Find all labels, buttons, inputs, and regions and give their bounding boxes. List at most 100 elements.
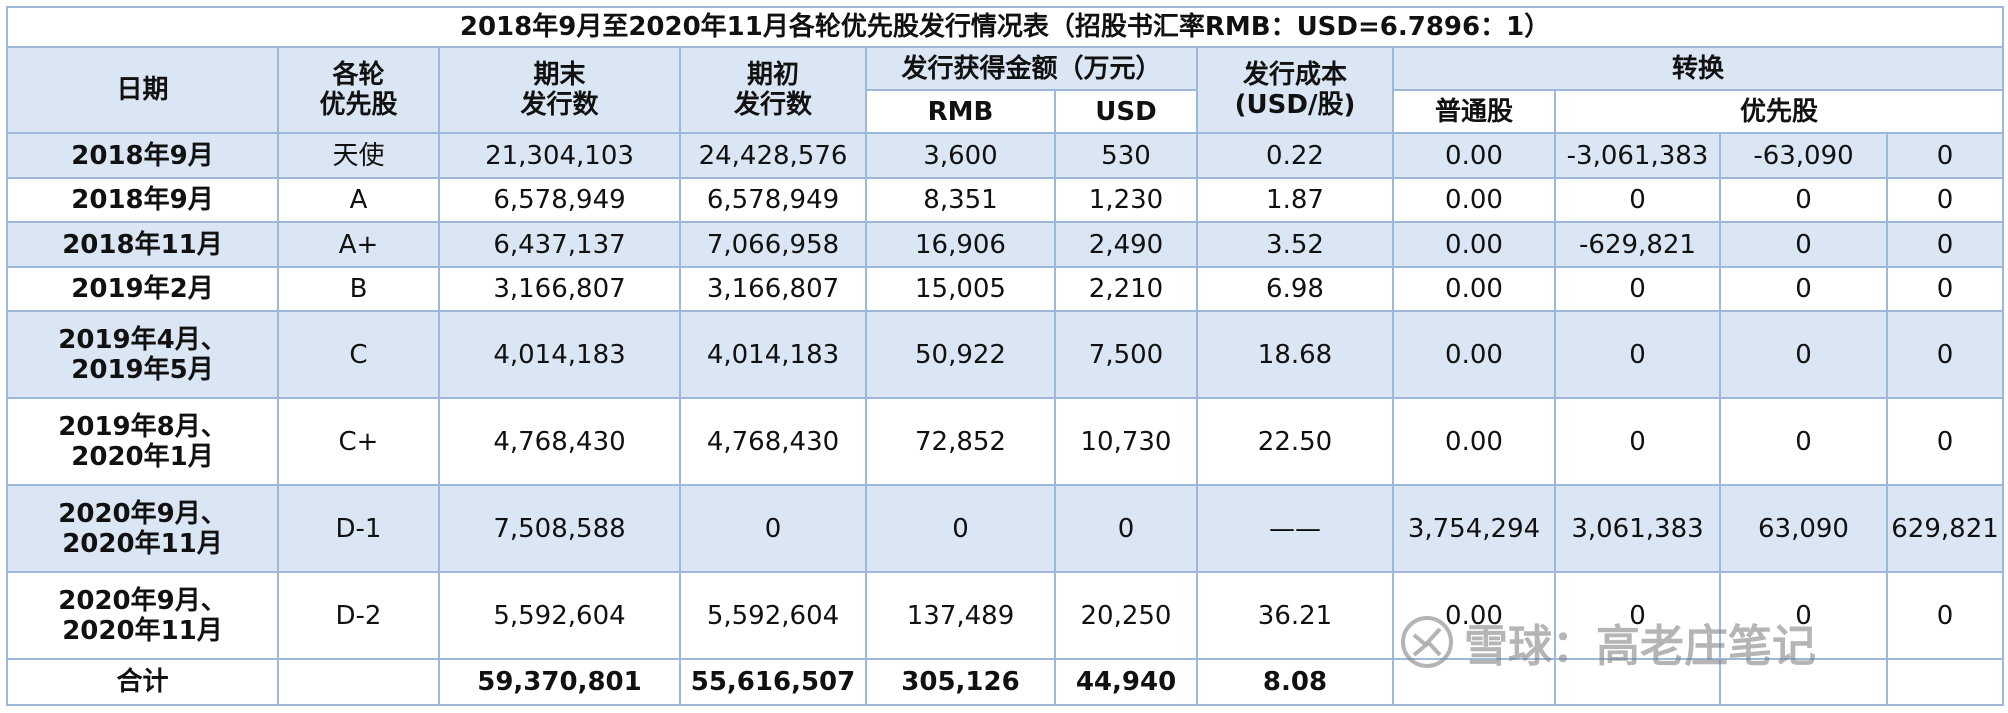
cell-preferred-3: 0 xyxy=(1885,397,2005,487)
cell-common: 3,754,294 xyxy=(1392,484,1556,574)
header-conversion: 转换 xyxy=(1391,46,2005,91)
cell-begin-shares: 24,428,576 xyxy=(679,132,867,179)
cell-rmb: 8,351 xyxy=(865,176,1056,224)
header-proceeds: 发行获得金额（万元） xyxy=(865,46,1198,91)
cell-usd: 7,500 xyxy=(1054,310,1198,400)
cell-begin-shares: 0 xyxy=(679,484,867,574)
cell-begin-shares: 4,768,430 xyxy=(679,397,867,487)
header-cost: 发行成本 (USD/股) xyxy=(1196,46,1394,135)
cell-preferred-2: 0 xyxy=(1719,265,1888,313)
cell-preferred-3: 0 xyxy=(1885,221,2005,268)
table-row: 2020年9月、 2020年11月 D-2 5,592,604 5,592,60… xyxy=(6,571,2005,661)
cell-usd: 530 xyxy=(1054,132,1198,179)
cell-end-shares: 4,014,183 xyxy=(438,310,681,400)
header-common: 普通股 xyxy=(1392,88,1556,135)
cell-preferred-3: 629,821 xyxy=(1885,484,2005,574)
cell-rmb: 16,906 xyxy=(865,221,1056,268)
cell-preferred-3: 0 xyxy=(1885,132,2005,179)
cell-preferred-2: 0 xyxy=(1719,310,1888,400)
cell-begin-shares: 6,578,949 xyxy=(679,176,867,224)
cell-end-shares: 3,166,807 xyxy=(438,265,681,313)
cell-preferred-2: 0 xyxy=(1719,397,1888,487)
cell-preferred-1: 0 xyxy=(1554,397,1721,487)
cell-preferred-1: 0 xyxy=(1554,310,1721,400)
total-label: 合计 xyxy=(6,658,279,706)
header-preferred: 优先股 xyxy=(1553,88,2005,135)
cell-rmb: 72,852 xyxy=(865,397,1056,487)
total-preferred-empty xyxy=(1554,658,1721,706)
total-row: 合计 59,370,801 55,616,507 305,126 44,940 … xyxy=(6,658,2005,706)
cell-preferred-2: 0 xyxy=(1719,176,1888,224)
cell-cost: 36.21 xyxy=(1196,571,1394,661)
cell-round: B xyxy=(277,265,440,313)
cell-usd: 0 xyxy=(1054,484,1198,574)
cell-usd: 10,730 xyxy=(1054,397,1198,487)
cell-round: D-2 xyxy=(277,571,440,661)
cell-cost: 6.98 xyxy=(1196,265,1394,313)
table-title: 2018年9月至2020年11月各轮优先股发行情况表（招股书汇率RMB：USD=… xyxy=(5,5,2005,49)
cell-preferred-3: 0 xyxy=(1885,265,2005,313)
cell-round: A xyxy=(277,176,440,224)
cell-end-shares: 5,592,604 xyxy=(438,571,681,661)
cell-begin-shares: 5,592,604 xyxy=(679,571,867,661)
cell-rmb: 15,005 xyxy=(865,265,1056,313)
cell-preferred-2: 63,090 xyxy=(1719,484,1888,574)
cell-preferred-2: -63,090 xyxy=(1719,132,1888,179)
cell-usd: 20,250 xyxy=(1054,571,1198,661)
total-round-empty xyxy=(277,658,440,706)
total-common-empty xyxy=(1392,658,1556,706)
cell-date: 2019年8月、 2020年1月 xyxy=(6,397,279,487)
header-end-shares: 期末 发行数 xyxy=(438,46,681,135)
cell-cost: 0.22 xyxy=(1196,132,1394,179)
cell-usd: 2,210 xyxy=(1054,265,1198,313)
cell-cost: 22.50 xyxy=(1196,397,1394,487)
table-row: 2020年9月、 2020年11月 D-1 7,508,588 0 0 0 ——… xyxy=(6,484,2005,574)
cell-date: 2018年9月 xyxy=(6,176,279,224)
cell-preferred-1: 0 xyxy=(1554,265,1721,313)
header-rmb: RMB xyxy=(865,88,1056,135)
cell-common: 0.00 xyxy=(1392,132,1556,179)
cell-cost: 18.68 xyxy=(1196,310,1394,400)
cell-date: 2019年4月、 2019年5月 xyxy=(6,310,279,400)
header-begin-shares: 期初 发行数 xyxy=(679,46,867,135)
table-row: 2018年9月 天使 21,304,103 24,428,576 3,600 5… xyxy=(6,132,2005,179)
total-cost: 8.08 xyxy=(1196,658,1394,706)
cell-preferred-1: 0 xyxy=(1554,571,1721,661)
cell-date: 2018年9月 xyxy=(6,132,279,179)
cell-usd: 1,230 xyxy=(1054,176,1198,224)
cell-begin-shares: 4,014,183 xyxy=(679,310,867,400)
header-date: 日期 xyxy=(6,46,279,135)
total-begin-shares: 55,616,507 xyxy=(679,658,867,706)
cell-date: 2020年9月、 2020年11月 xyxy=(6,571,279,661)
cell-rmb: 3,600 xyxy=(865,132,1056,179)
header-round: 各轮 优先股 xyxy=(277,46,440,135)
cell-preferred-2: 0 xyxy=(1719,571,1888,661)
cell-round: D-1 xyxy=(277,484,440,574)
cell-preferred-3: 0 xyxy=(1885,571,2005,661)
cell-preferred-2: 0 xyxy=(1719,221,1888,268)
total-preferred-empty-3 xyxy=(1885,658,2005,706)
cell-preferred-3: 0 xyxy=(1885,176,2005,224)
cell-usd: 2,490 xyxy=(1054,221,1198,268)
table-row: 2019年4月、 2019年5月 C 4,014,183 4,014,183 5… xyxy=(6,310,2005,400)
table-row: 2019年8月、 2020年1月 C+ 4,768,430 4,768,430 … xyxy=(6,397,2005,487)
cell-rmb: 50,922 xyxy=(865,310,1056,400)
cell-round: A+ xyxy=(277,221,440,268)
total-rmb: 305,126 xyxy=(865,658,1056,706)
cell-preferred-1: 0 xyxy=(1554,176,1721,224)
cell-common: 0.00 xyxy=(1392,265,1556,313)
cell-cost: —— xyxy=(1196,484,1394,574)
cell-end-shares: 21,304,103 xyxy=(438,132,681,179)
table-row: 2018年9月 A 6,578,949 6,578,949 8,351 1,23… xyxy=(6,176,2005,224)
cell-end-shares: 4,768,430 xyxy=(438,397,681,487)
cell-rmb: 137,489 xyxy=(865,571,1056,661)
cell-common: 0.00 xyxy=(1392,571,1556,661)
cell-preferred-1: -629,821 xyxy=(1554,221,1721,268)
table-row: 2019年2月 B 3,166,807 3,166,807 15,005 2,2… xyxy=(6,265,2005,313)
total-end-shares: 59,370,801 xyxy=(438,658,681,706)
cell-end-shares: 6,578,949 xyxy=(438,176,681,224)
cell-begin-shares: 3,166,807 xyxy=(679,265,867,313)
cell-date: 2020年9月、 2020年11月 xyxy=(6,484,279,574)
cell-end-shares: 6,437,137 xyxy=(438,221,681,268)
header-usd: USD xyxy=(1054,88,1198,135)
